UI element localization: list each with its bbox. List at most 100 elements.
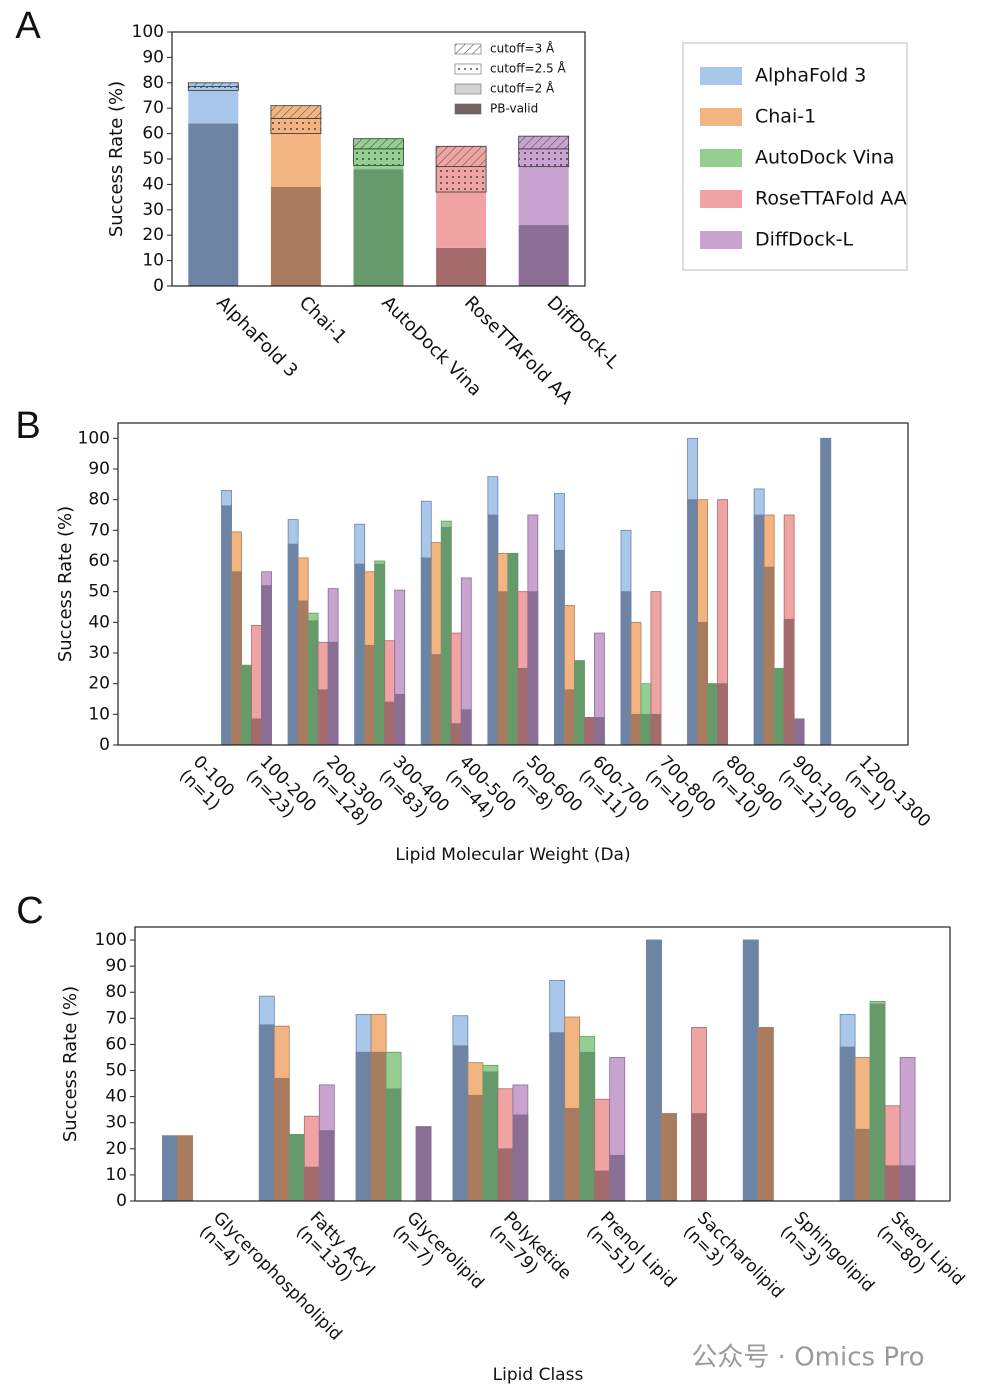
y-tick-label: 20: [105, 1139, 127, 1159]
bar-pb-valid: [440, 526, 452, 746]
bar-pb-valid: [374, 563, 386, 746]
bar-pb-valid: [355, 1051, 372, 1202]
y-tick-label: 70: [88, 520, 110, 540]
y-tick-label: 90: [88, 459, 110, 479]
bar-segment: [518, 166, 569, 226]
bar-pb-valid: [177, 1135, 193, 1202]
bar-pb-valid: [354, 563, 366, 746]
legend-swatch: [700, 190, 742, 208]
y-axis-title: Success Rate (%): [60, 986, 81, 1142]
y-axis-title: Success Rate (%): [106, 81, 127, 237]
bar-pb-valid: [297, 600, 309, 746]
x-tick-label: Polyketide(n=79): [486, 1208, 576, 1298]
y-tick-label: 60: [105, 1034, 127, 1054]
bar-pb-valid: [384, 701, 396, 746]
y-tick-label: 50: [88, 582, 110, 602]
y-tick-label: 40: [88, 612, 110, 632]
bar-pb-valid: [370, 1051, 387, 1202]
y-tick-label: 90: [105, 956, 127, 976]
x-tick-label: 200-300(n=128): [308, 752, 386, 830]
x-tick-label: 300-400(n=83): [375, 752, 453, 830]
y-tick-label: 30: [88, 643, 110, 663]
x-tick-label: Chai-1: [295, 292, 351, 348]
legend-label: PB-valid: [490, 102, 538, 116]
bar-pb-valid: [564, 689, 575, 746]
bar-pb-valid: [512, 1114, 529, 1202]
bar-segment: [187, 86, 239, 91]
bar-pb-valid: [258, 1024, 275, 1202]
bar-pb-valid: [231, 571, 242, 746]
x-tick-label: AlphaFold 3: [212, 292, 301, 381]
bar-pb-valid: [273, 1077, 290, 1202]
bar-pb-valid: [717, 683, 728, 746]
y-tick-label: 60: [142, 124, 164, 144]
bar-pb-valid: [691, 1113, 707, 1202]
legend-label: cutoff=2.5 Å: [490, 61, 566, 76]
x-tick-label: Prenol Lipid(n=51): [582, 1208, 680, 1306]
bar-segment: [436, 192, 487, 248]
y-tick-label: 0: [153, 276, 164, 296]
y-tick-label: 100: [95, 930, 127, 950]
bar-pb-valid: [420, 557, 432, 746]
bar-pb-valid: [609, 1154, 626, 1202]
bar-pb-valid: [594, 1170, 611, 1202]
bar-pb-valid: [579, 1051, 596, 1202]
bar-segment: [353, 169, 404, 286]
x-tick-label: 100-200(n=23): [242, 752, 320, 830]
y-tick-label: 20: [142, 225, 164, 245]
panel-letter: B: [15, 405, 40, 447]
bar-pb-valid: [650, 713, 662, 746]
bar-pb-valid: [763, 566, 775, 746]
legend-swatch: [700, 231, 742, 249]
bar-pb-valid: [430, 654, 442, 746]
bar-segment: [188, 90, 239, 124]
bar-segment: [435, 166, 487, 193]
legend-swatch: [454, 103, 482, 115]
axes-frame: [171, 31, 586, 287]
bar-pb-valid: [646, 939, 662, 1202]
x-tick-label: 900-1000(n=12): [774, 752, 860, 838]
bar-pb-valid: [757, 1027, 774, 1202]
x-tick-label: Fatty Acyl(n=130): [292, 1208, 379, 1295]
y-tick-label: 80: [88, 490, 110, 510]
bar-segment: [270, 117, 322, 135]
bar-pb-valid: [241, 664, 252, 746]
y-tick-label: 20: [88, 674, 110, 694]
y-tick-label: 80: [142, 73, 164, 93]
bar-segment: [353, 165, 404, 170]
y-tick-label: 30: [105, 1113, 127, 1133]
axes-frame: [117, 422, 909, 746]
bar-segment: [270, 105, 322, 119]
bar-pb-valid: [697, 621, 708, 746]
y-tick-label: 70: [142, 98, 164, 118]
bar-pb-valid: [620, 591, 632, 746]
bar-pb-valid: [793, 718, 805, 746]
bar-pb-valid: [687, 499, 698, 746]
bar-segment: [518, 225, 569, 286]
bar-pb-valid: [869, 1003, 886, 1202]
bar-pb-valid: [261, 585, 272, 746]
bar-pb-valid: [385, 1088, 402, 1202]
y-tick-label: 90: [142, 47, 164, 67]
bar-pb-valid: [487, 514, 499, 746]
y-tick-label: 60: [88, 551, 110, 571]
x-tick-label: DiffDock-L: [543, 292, 624, 373]
bar-pb-valid: [820, 437, 832, 746]
bar-pb-valid: [460, 709, 472, 746]
x-tick-label: 800-900(n=10): [708, 752, 786, 830]
watermark: 公众号 · Omics Pro: [691, 1343, 924, 1373]
bar-segment: [436, 247, 487, 286]
x-tick-label: 500-600(n=8): [508, 752, 586, 830]
bar-pb-valid: [317, 689, 329, 746]
bar-segment: [270, 133, 321, 187]
x-tick-label: 1200-1300(n=1): [841, 752, 934, 845]
y-tick-label: 100: [78, 428, 110, 448]
bar-pb-valid: [497, 591, 509, 746]
bar-segment: [188, 123, 239, 286]
bar-pb-valid: [452, 1045, 469, 1202]
bar-segment: [270, 186, 321, 286]
legend-swatch: [700, 149, 742, 167]
y-axis-title: Success Rate (%): [55, 506, 76, 662]
bar-pb-valid: [899, 1165, 916, 1202]
